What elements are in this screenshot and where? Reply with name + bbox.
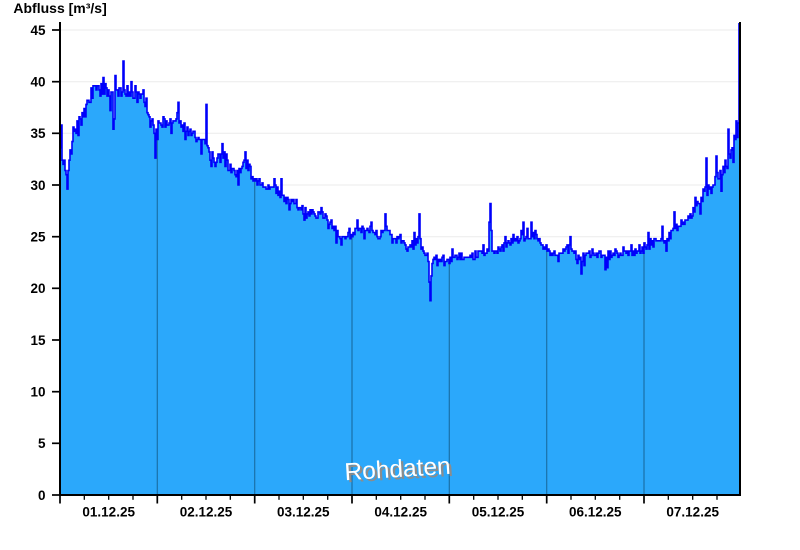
- svg-text:Rohdaten: Rohdaten: [346, 455, 454, 488]
- svg-text:03.12.25: 03.12.25: [277, 505, 330, 520]
- svg-text:35: 35: [30, 126, 46, 141]
- svg-text:15: 15: [30, 333, 46, 348]
- svg-text:06.12.25: 06.12.25: [569, 505, 622, 520]
- svg-text:0: 0: [38, 488, 46, 503]
- svg-text:45: 45: [30, 23, 46, 38]
- svg-text:02.12.25: 02.12.25: [180, 505, 233, 520]
- svg-text:30: 30: [30, 178, 45, 193]
- svg-text:01.12.25: 01.12.25: [82, 505, 135, 520]
- svg-text:40: 40: [30, 75, 45, 90]
- svg-text:Abfluss [m³/s]: Abfluss [m³/s]: [13, 0, 106, 16]
- svg-text:10: 10: [30, 385, 45, 400]
- svg-text:07.12.25: 07.12.25: [666, 505, 719, 520]
- svg-text:25: 25: [30, 230, 46, 245]
- svg-text:04.12.25: 04.12.25: [374, 505, 427, 520]
- svg-text:Rohdaten: Rohdaten: [344, 453, 452, 486]
- svg-text:05.12.25: 05.12.25: [472, 505, 525, 520]
- svg-text:20: 20: [30, 281, 45, 296]
- svg-text:5: 5: [38, 436, 46, 451]
